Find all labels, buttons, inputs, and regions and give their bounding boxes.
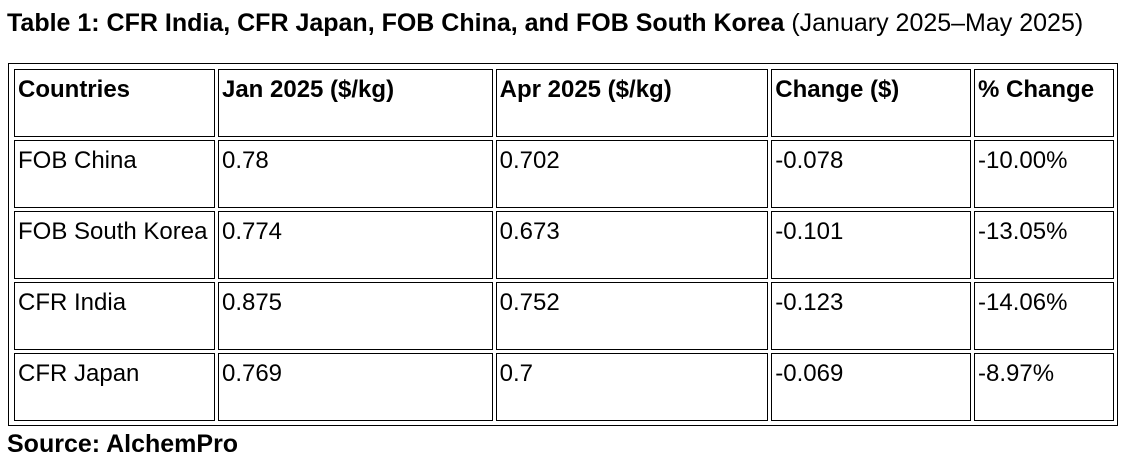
cell-apr-price: 0.702 [495, 140, 769, 208]
cell-apr-price: 0.673 [495, 211, 769, 279]
table-title-date-range: (January 2025–May 2025) [791, 9, 1084, 37]
cell-country: FOB South Korea [14, 211, 215, 279]
cell-change: -0.123 [771, 282, 972, 350]
cell-jan-price: 0.774 [217, 211, 493, 279]
cell-change: -0.078 [771, 140, 972, 208]
table-row: FOB South Korea 0.774 0.673 -0.101 -13.0… [14, 211, 1114, 279]
table-title: Table 1: CFR India, CFR Japan, FOB China… [7, 6, 1083, 40]
cell-jan-price: 0.875 [217, 282, 493, 350]
cell-country: CFR Japan [14, 353, 215, 421]
cell-country: FOB China [14, 140, 215, 208]
source-caption: Source: AlchemPro [7, 430, 239, 458]
data-table-frame: Countries Jan 2025 ($/kg) Apr 2025 ($/kg… [8, 63, 1118, 426]
cell-jan-price: 0.769 [217, 353, 493, 421]
header-change: Change ($) [771, 69, 972, 137]
cell-country: CFR India [14, 282, 215, 350]
cell-change: -0.101 [771, 211, 972, 279]
header-countries: Countries [14, 69, 215, 137]
cell-percent-change: -13.05% [974, 211, 1114, 279]
cell-change: -0.069 [771, 353, 972, 421]
cell-percent-change: -14.06% [974, 282, 1114, 350]
table-row: CFR Japan 0.769 0.7 -0.069 -8.97% [14, 353, 1114, 421]
table-row: CFR India 0.875 0.752 -0.123 -14.06% [14, 282, 1114, 350]
table-row: FOB China 0.78 0.702 -0.078 -10.00% [14, 140, 1114, 208]
cell-percent-change: -10.00% [974, 140, 1114, 208]
cell-apr-price: 0.752 [495, 282, 769, 350]
price-table: Countries Jan 2025 ($/kg) Apr 2025 ($/kg… [11, 66, 1117, 424]
table-header-row: Countries Jan 2025 ($/kg) Apr 2025 ($/kg… [14, 69, 1114, 137]
header-percent-change: % Change [974, 69, 1114, 137]
cell-apr-price: 0.7 [495, 353, 769, 421]
cell-percent-change: -8.97% [974, 353, 1114, 421]
cell-jan-price: 0.78 [217, 140, 493, 208]
table-title-bold: Table 1: CFR India, CFR Japan, FOB China… [7, 9, 785, 37]
header-apr-2025: Apr 2025 ($/kg) [495, 69, 769, 137]
header-jan-2025: Jan 2025 ($/kg) [217, 69, 493, 137]
